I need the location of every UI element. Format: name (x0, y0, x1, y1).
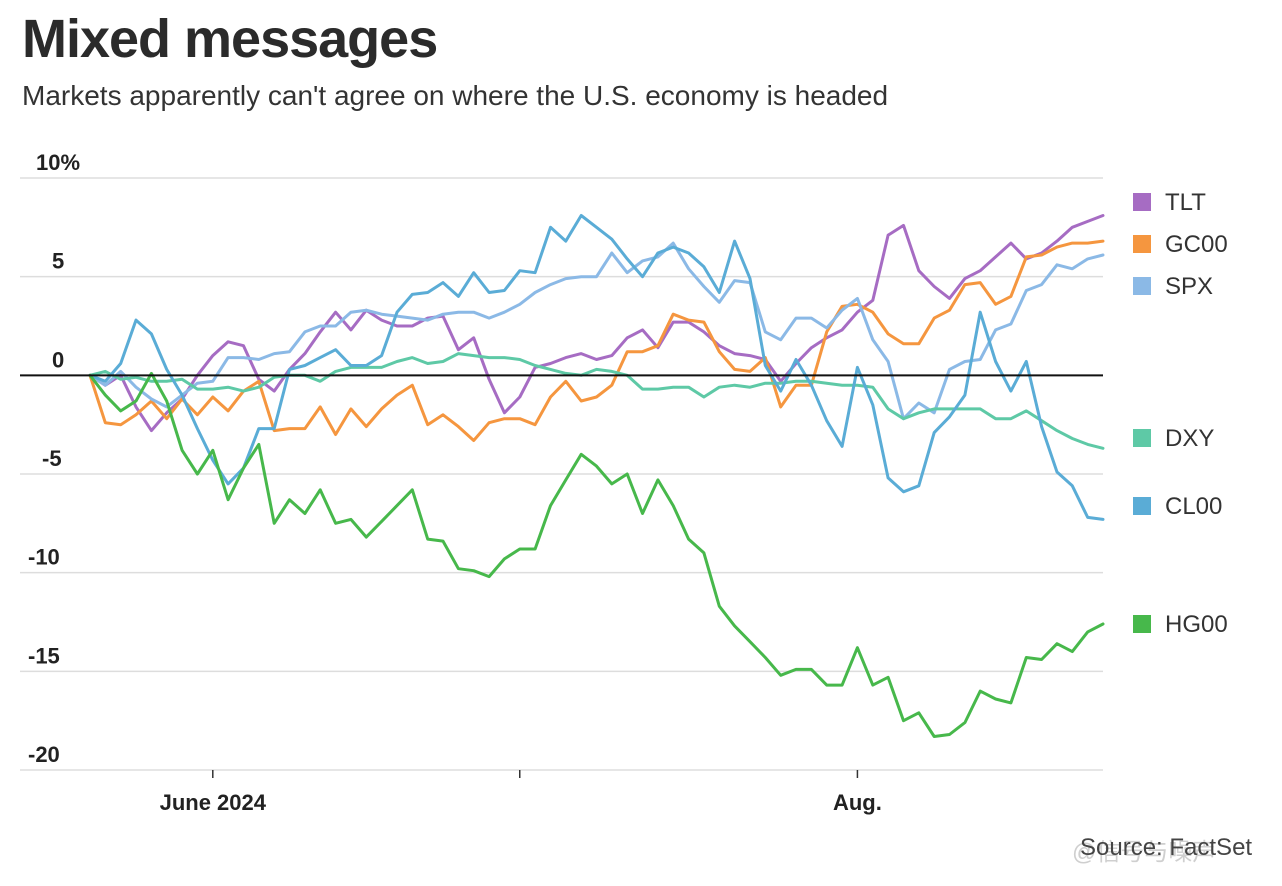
series-line-tlt (88, 214, 1105, 433)
y-tick-label: 0 (52, 347, 64, 372)
y-tick-label: -20 (28, 742, 60, 767)
legend-swatch-cl00 (1133, 497, 1151, 515)
y-tick-label: -5 (42, 446, 62, 471)
series-line-spx (88, 241, 1105, 421)
series-line-hg00 (88, 371, 1105, 738)
legend-label-hg00: HG00 (1165, 611, 1228, 638)
x-tick-label: Aug. (833, 790, 882, 815)
legend-label-cl00: CL00 (1165, 493, 1222, 520)
chart-subtitle: Markets apparently can't agree on where … (22, 80, 889, 111)
legend-swatch-hg00 (1133, 615, 1151, 633)
x-tick-label: June 2024 (160, 790, 267, 815)
y-tick-label: 5 (52, 249, 64, 274)
watermark: @信号与噪声 (1072, 839, 1217, 866)
legend: TLT GC00 SPX DXY CL00 HG00 (1133, 189, 1228, 638)
legend-label-tlt: TLT (1165, 189, 1206, 216)
axis-layer: 10% 5 0 -5 -10 -15 -20 June 2024 Aug. (20, 150, 1103, 815)
legend-label-gc00: GC00 (1165, 231, 1228, 258)
legend-swatch-dxy (1133, 429, 1151, 447)
grid-layer (20, 177, 1103, 771)
series-line-gc00 (88, 239, 1105, 442)
y-tick-label: -15 (28, 643, 60, 668)
source-note: Source: FactSet (1080, 834, 1253, 861)
chart-title: Mixed messages (22, 9, 438, 69)
y-tick-label: 10% (36, 150, 80, 175)
y-tick-label: -10 (28, 545, 60, 570)
legend-label-dxy: DXY (1165, 425, 1214, 452)
series-line-cl00 (88, 214, 1105, 521)
legend-swatch-gc00 (1133, 235, 1151, 253)
series-line-dxy (88, 352, 1105, 450)
legend-swatch-tlt (1133, 193, 1151, 211)
legend-swatch-spx (1133, 277, 1151, 295)
series-layer (88, 214, 1105, 738)
legend-label-spx: SPX (1165, 273, 1213, 300)
